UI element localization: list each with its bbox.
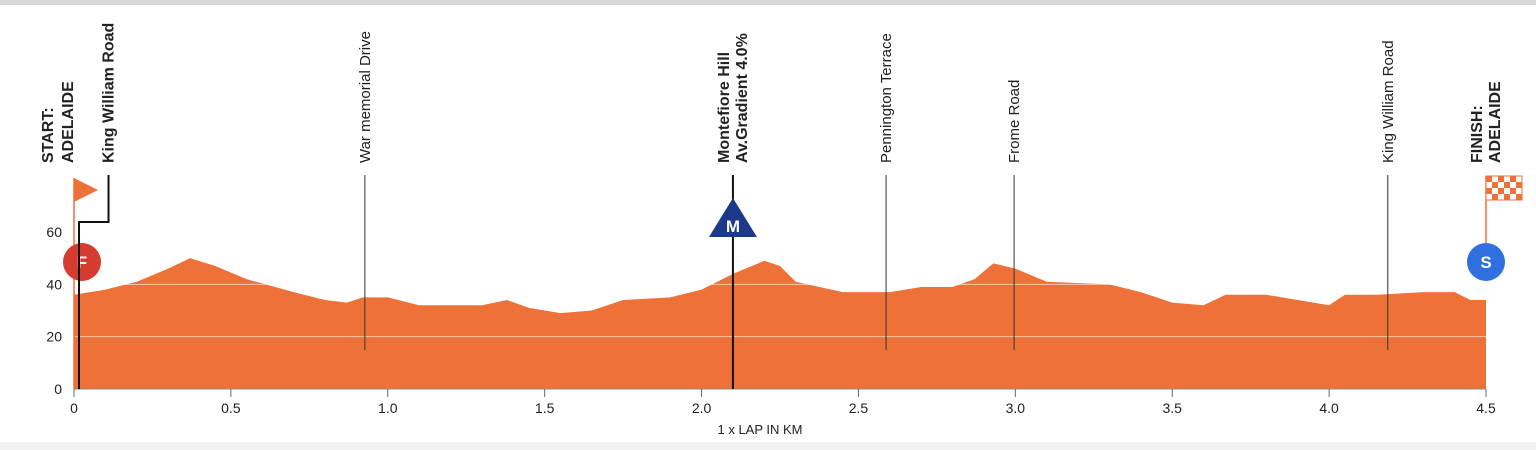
finish-flag-cell: [1492, 176, 1498, 182]
x-tick-label: 0: [70, 400, 78, 416]
finish-flag-cell: [1492, 182, 1498, 188]
x-tick-label: 4.0: [1319, 400, 1339, 416]
finish-flag-cell: [1504, 176, 1510, 182]
finish-flag-cell: [1486, 188, 1492, 194]
annotation-text: START:: [40, 107, 57, 163]
finish-flag-cell: [1498, 176, 1504, 182]
x-tick-label: 3.5: [1162, 400, 1182, 416]
finish-flag-cell: [1498, 182, 1504, 188]
x-tick-label: 0.5: [221, 400, 241, 416]
finish-flag-cell: [1504, 188, 1510, 194]
x-tick-label: 1.0: [378, 400, 398, 416]
annotation-text: Montefiore Hill: [716, 52, 733, 163]
finish-flag-cell: [1486, 176, 1492, 182]
x-tick-label: 2.0: [692, 400, 712, 416]
badge-letter: F: [77, 253, 87, 272]
finish-flag-cell: [1504, 194, 1510, 200]
finish-flag-cell: [1486, 194, 1492, 200]
annotation-text: Frome Road: [1006, 80, 1023, 163]
y-tick-label: 40: [46, 276, 62, 292]
finish-flag-cell: [1516, 182, 1522, 188]
y-tick-label: 60: [46, 224, 62, 240]
finish-flag-cell: [1510, 188, 1516, 194]
y-tick-label: 20: [46, 329, 62, 345]
annotation-text: War memorial Drive: [357, 31, 374, 163]
finish-flag-cell: [1516, 194, 1522, 200]
finish-flag-cell: [1504, 182, 1510, 188]
finish-flag-cell: [1492, 194, 1498, 200]
finish-flag-cell: [1510, 194, 1516, 200]
x-tick-label: 4.5: [1476, 400, 1496, 416]
annotation-line: [78, 175, 110, 389]
x-tick-label: 3.0: [1006, 400, 1026, 416]
finish-flag-cell: [1510, 182, 1516, 188]
annotation-text: Av.Gradient 4.0%: [734, 33, 751, 163]
annotation-text: FINISH:: [1469, 105, 1486, 163]
finish-flag-cell: [1516, 188, 1522, 194]
elevation-area: [74, 258, 1486, 389]
top-strip: [0, 0, 1536, 5]
finish-flag-cell: [1516, 176, 1522, 182]
bottom-strip: [0, 442, 1536, 450]
annotation-text: King William Road: [101, 23, 118, 163]
annotation-text: ADELAIDE: [1487, 81, 1504, 163]
x-tick-label: 1.5: [535, 400, 555, 416]
badge-letter: S: [1480, 253, 1491, 272]
y-tick-label: 0: [54, 381, 62, 397]
finish-flag-cell: [1492, 188, 1498, 194]
badge: [708, 198, 757, 237]
x-tick-label: 2.5: [849, 400, 869, 416]
start-flag: [74, 178, 98, 202]
x-axis-label: 1 x LAP IN KM: [717, 422, 802, 437]
annotation-text: Pennington Terrace: [878, 33, 895, 163]
annotation-text: King William Road: [1380, 40, 1397, 163]
badge: [63, 243, 101, 281]
finish-flag-cell: [1498, 194, 1504, 200]
badge: [1467, 243, 1505, 281]
finish-flag-cell: [1498, 188, 1504, 194]
finish-flag-cell: [1486, 182, 1492, 188]
badge-letter: M: [726, 217, 740, 236]
annotation-text: ADELAIDE: [60, 81, 77, 163]
finish-flag-border: [1485, 175, 1523, 201]
finish-flag-cell: [1510, 176, 1516, 182]
